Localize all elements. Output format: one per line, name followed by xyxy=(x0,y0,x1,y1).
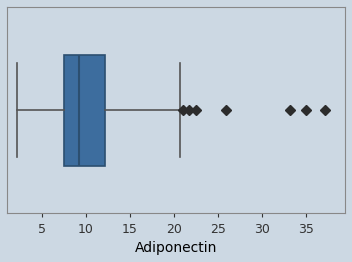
PathPatch shape xyxy=(64,55,105,166)
X-axis label: Adiponectin: Adiponectin xyxy=(135,241,217,255)
